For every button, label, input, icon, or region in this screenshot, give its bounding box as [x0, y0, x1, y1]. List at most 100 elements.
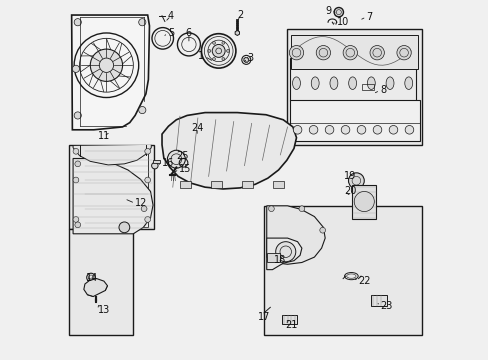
- Bar: [69, 229, 132, 335]
- Circle shape: [333, 8, 343, 17]
- Circle shape: [405, 126, 413, 134]
- Circle shape: [356, 126, 365, 134]
- Circle shape: [341, 126, 349, 134]
- Circle shape: [119, 222, 129, 233]
- Text: 17: 17: [258, 312, 270, 322]
- Text: 1: 1: [198, 51, 204, 61]
- Text: 15: 15: [179, 164, 191, 174]
- Text: 22: 22: [358, 276, 370, 286]
- Circle shape: [343, 45, 357, 60]
- Circle shape: [144, 177, 150, 183]
- Circle shape: [369, 45, 384, 60]
- Circle shape: [73, 177, 79, 183]
- Circle shape: [268, 206, 274, 212]
- Circle shape: [372, 126, 381, 134]
- Ellipse shape: [311, 77, 319, 89]
- Text: 11: 11: [98, 131, 110, 141]
- Text: 18: 18: [273, 255, 285, 265]
- Text: 2: 2: [237, 10, 243, 20]
- Polygon shape: [73, 158, 153, 234]
- Text: 7: 7: [366, 12, 372, 22]
- Text: 25: 25: [176, 150, 189, 161]
- Bar: [273, 181, 284, 188]
- Circle shape: [207, 49, 210, 52]
- Text: 14: 14: [86, 273, 98, 283]
- Bar: [290, 100, 419, 141]
- Circle shape: [212, 41, 215, 44]
- Polygon shape: [72, 15, 149, 130]
- Circle shape: [316, 45, 330, 60]
- Circle shape: [144, 217, 150, 222]
- Circle shape: [308, 126, 317, 134]
- Polygon shape: [162, 113, 296, 189]
- Text: 12: 12: [135, 198, 147, 208]
- Text: 21: 21: [285, 320, 298, 330]
- Text: 23: 23: [379, 301, 392, 311]
- Circle shape: [201, 34, 235, 68]
- Bar: [290, 58, 415, 101]
- Bar: [351, 185, 376, 220]
- Circle shape: [75, 222, 81, 228]
- Circle shape: [75, 161, 81, 167]
- Bar: [370, 296, 386, 306]
- Circle shape: [267, 256, 273, 262]
- Text: 9: 9: [325, 6, 330, 16]
- Circle shape: [90, 49, 122, 81]
- Polygon shape: [73, 145, 151, 165]
- Circle shape: [319, 227, 325, 233]
- Polygon shape: [235, 31, 239, 36]
- Bar: [282, 315, 297, 324]
- Bar: [290, 35, 418, 69]
- Text: 6: 6: [185, 28, 192, 38]
- Polygon shape: [83, 279, 107, 297]
- Bar: [85, 148, 147, 226]
- Circle shape: [396, 45, 410, 60]
- Circle shape: [167, 150, 185, 168]
- Ellipse shape: [244, 57, 248, 62]
- Bar: [266, 253, 280, 262]
- Circle shape: [73, 148, 79, 154]
- Text: 24: 24: [191, 123, 203, 133]
- Circle shape: [289, 45, 303, 60]
- Text: 4: 4: [167, 11, 174, 21]
- Circle shape: [74, 19, 81, 26]
- Bar: [69, 145, 154, 229]
- Bar: [180, 181, 190, 188]
- Circle shape: [151, 162, 158, 169]
- Ellipse shape: [404, 77, 412, 89]
- Circle shape: [139, 107, 145, 114]
- Text: 16: 16: [162, 158, 174, 168]
- Circle shape: [141, 206, 147, 212]
- Circle shape: [72, 65, 80, 72]
- Ellipse shape: [386, 77, 393, 89]
- Circle shape: [212, 44, 224, 57]
- Circle shape: [226, 49, 229, 52]
- Bar: [153, 159, 160, 163]
- Circle shape: [348, 173, 364, 189]
- Bar: [362, 84, 373, 90]
- Ellipse shape: [344, 273, 357, 280]
- Circle shape: [388, 126, 397, 134]
- Circle shape: [139, 19, 145, 26]
- Circle shape: [212, 58, 215, 60]
- Circle shape: [73, 217, 79, 222]
- Polygon shape: [266, 206, 325, 264]
- Text: 19: 19: [344, 171, 356, 181]
- Circle shape: [293, 126, 301, 134]
- Ellipse shape: [366, 77, 374, 89]
- Circle shape: [222, 41, 224, 44]
- Circle shape: [144, 148, 150, 154]
- Circle shape: [298, 206, 304, 212]
- Circle shape: [222, 58, 224, 60]
- Bar: [286, 30, 421, 145]
- Text: 13: 13: [97, 305, 109, 315]
- Polygon shape: [266, 238, 301, 270]
- Bar: [264, 206, 421, 335]
- Circle shape: [275, 242, 295, 262]
- Text: 20: 20: [344, 186, 356, 197]
- Ellipse shape: [348, 77, 356, 89]
- Ellipse shape: [292, 77, 300, 89]
- Circle shape: [353, 192, 373, 212]
- Circle shape: [74, 112, 81, 119]
- Text: 8: 8: [379, 85, 386, 95]
